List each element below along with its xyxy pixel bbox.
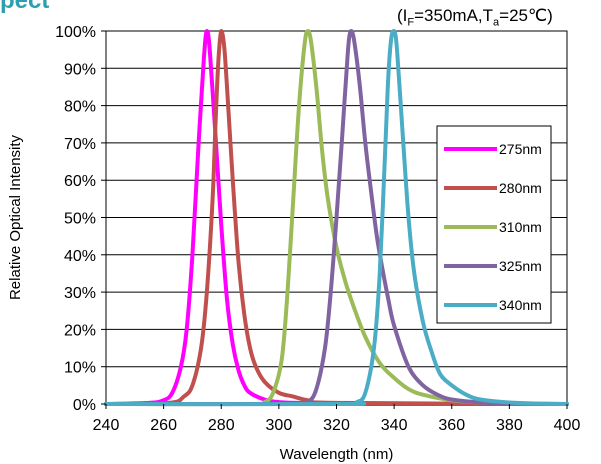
x-tick-label: 380 bbox=[496, 417, 523, 434]
x-tick-label: 300 bbox=[266, 417, 293, 434]
conditions-prefix: (I bbox=[397, 6, 408, 25]
legend-label: 325nm bbox=[499, 258, 542, 274]
series-line-340nm bbox=[104, 29, 569, 407]
legend-label: 280nm bbox=[499, 180, 542, 196]
conditions-middle: =350mA,T bbox=[414, 6, 494, 25]
measurement-conditions: (IF=350mA,Ta=25℃) bbox=[397, 6, 553, 28]
y-tick-label: 20% bbox=[64, 322, 96, 339]
y-tick-label: 70% bbox=[64, 136, 96, 153]
series-line-310nm bbox=[104, 29, 569, 407]
series-layer bbox=[104, 29, 569, 407]
x-tick-label: 400 bbox=[554, 417, 581, 434]
page-heading: pect bbox=[0, 0, 50, 14]
x-axis: 240 260 280 300 320 340 360 380 400 bbox=[93, 404, 581, 434]
y-axis-title: Relative Optical Intensity bbox=[7, 134, 24, 300]
legend: 275nm 280nm 310nm 325nm 340nm bbox=[436, 125, 552, 324]
legend-label: 340nm bbox=[499, 297, 542, 313]
x-tick-label: 280 bbox=[208, 417, 235, 434]
y-tick-label: 80% bbox=[64, 99, 96, 116]
y-tick-label: 100% bbox=[55, 24, 96, 41]
y-axis: 0% 10% 20% 30% 40% 50% 60% 70% 80% 90% 100% bbox=[55, 24, 106, 414]
y-tick-label: 0% bbox=[73, 397, 96, 414]
x-axis-title: Wavelength (nm) bbox=[280, 446, 394, 463]
x-tick-label: 320 bbox=[323, 417, 350, 434]
x-tick-label: 240 bbox=[93, 417, 120, 434]
conditions-sub-a: a bbox=[493, 16, 500, 29]
y-tick-label: 60% bbox=[64, 173, 96, 190]
legend-label: 275nm bbox=[499, 141, 542, 157]
y-tick-label: 40% bbox=[64, 248, 96, 265]
x-tick-label: 360 bbox=[438, 417, 465, 434]
series-line-325nm bbox=[104, 29, 569, 407]
legend-box bbox=[436, 125, 552, 324]
y-tick-label: 30% bbox=[64, 285, 96, 302]
conditions-sub-f: F bbox=[407, 16, 415, 29]
y-tick-label: 50% bbox=[64, 211, 96, 228]
legend-label: 310nm bbox=[499, 219, 542, 235]
series-line-280nm bbox=[104, 29, 569, 406]
y-tick-label: 90% bbox=[64, 61, 96, 78]
x-tick-label: 260 bbox=[150, 417, 177, 434]
x-tick-label: 340 bbox=[381, 417, 408, 434]
conditions-suffix: =25℃) bbox=[499, 6, 553, 25]
y-tick-label: 10% bbox=[64, 360, 96, 377]
